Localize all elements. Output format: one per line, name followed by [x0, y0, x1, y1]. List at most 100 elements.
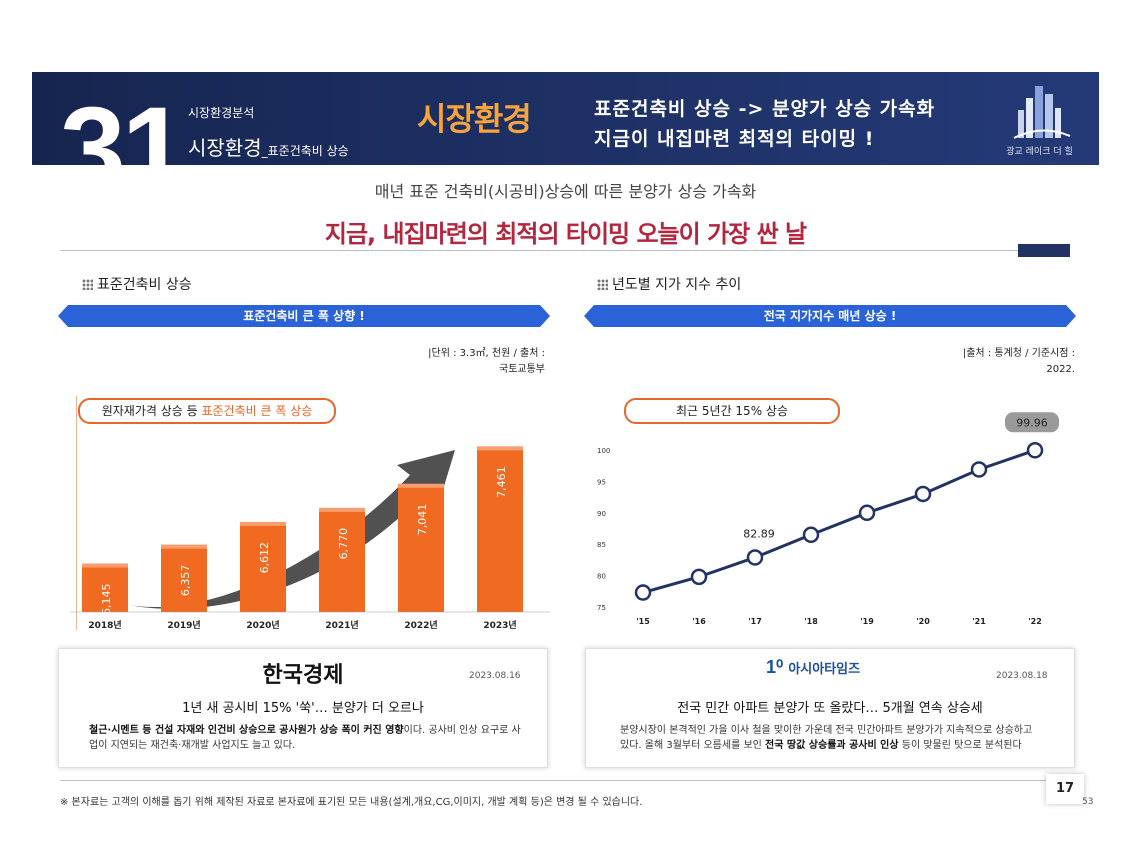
- bar-value-label: 6,770: [337, 528, 350, 560]
- bar-highlight: [398, 483, 444, 488]
- left-note-line-2: 국토교통부: [499, 364, 545, 375]
- bar-highlight: [240, 521, 286, 526]
- right-note-line-1: |출처 : 통계청 / 기준시점 :: [962, 348, 1075, 359]
- left-section-title: 표준건축비 상승: [82, 274, 192, 294]
- right-note: |출처 : 통계청 / 기준시점 : 2022.: [830, 346, 1075, 378]
- bar: [82, 563, 128, 612]
- bar-highlight: [82, 563, 128, 568]
- right-ribbon: 전국 지가지수 매년 상승 !: [584, 305, 1076, 327]
- left-ribbon: 표준건축비 큰 폭 상향 !: [58, 305, 550, 327]
- x-tick-label: 2019년: [167, 619, 200, 631]
- news-source-left: 한국경제: [262, 662, 344, 688]
- y-tick-label: 85: [597, 541, 606, 549]
- left-callout-highlight: 표준건축비 큰 폭 상승: [201, 404, 313, 418]
- left-note: |단위 : 3.3㎡, 천원 / 출처 : 국토교통부: [300, 346, 545, 378]
- news-body-right-line-2c: 등이 맞물린 탓으로 분석된다: [898, 740, 1022, 751]
- grid-dots-icon: [82, 279, 93, 290]
- trend-arrow: [128, 450, 455, 609]
- section-subtitle: 시장환경_표준건축비 상승: [188, 132, 349, 161]
- header-headline-1: 표준건축비 상승 -> 분양가 상승 가속화: [594, 98, 936, 120]
- data-point: [858, 504, 876, 522]
- x-tick-label: 2021년: [325, 619, 358, 631]
- x-tick-label: '19: [860, 617, 874, 626]
- line-chart: 75 80 85 90 95 100 '15 '16 '17 '18 '19 '20 '21 '22 82.…: [597, 412, 1059, 626]
- news-card-left: 한국경제 2023.08.16 1년 새 공시비 15% '쑥'… 분양가 더 …: [58, 648, 548, 768]
- data-point: [914, 485, 932, 503]
- grid-dots-icon: [597, 279, 608, 290]
- right-note-line-2: 2022.: [1046, 364, 1075, 375]
- data-point: [634, 584, 652, 601]
- section-category: 시장환경분석: [188, 106, 255, 120]
- logo: 광교 레이크 더 힐: [980, 72, 1099, 165]
- annotation-bubble: [1005, 412, 1059, 433]
- x-tick-label: '16: [692, 617, 706, 626]
- x-tick-label: '20: [916, 617, 930, 626]
- right-callout-pill: 최근 5년간 15% 상승: [624, 398, 840, 424]
- left-section-title-text: 표준건축비 상승: [97, 277, 192, 293]
- bar-chart: 6,145 2018년 6,357 2019년 6,612 2020년 6,770 2021년…: [70, 446, 550, 631]
- news-body-right-line-2a: 있다. 올해 3월부터 오름세를 보인: [620, 740, 766, 751]
- bar: [240, 521, 286, 612]
- bar-value-label: 6,612: [258, 542, 271, 574]
- data-point: [690, 568, 708, 586]
- x-tick-label: 2022년: [404, 619, 437, 631]
- footer-note: ※ 본자료는 고객의 이해를 돕기 위해 제작된 자료로 본자료에 표기된 모든…: [60, 797, 643, 808]
- bar-value-label: 7,461: [495, 466, 508, 498]
- news-body-right: 분양시장이 본격적인 가을 이사 철을 맞이한 가운데 전국 민간아파트 분양가…: [620, 723, 1060, 753]
- data-point: [970, 461, 988, 478]
- header-headline-2: 지금이 내집마련 최적의 타이밍 !: [594, 128, 875, 150]
- bar: [477, 446, 523, 612]
- news-source-right: 아시아타임즈: [788, 662, 861, 677]
- divider-accent: [1018, 244, 1070, 257]
- news-date-left: 2023.08.16: [469, 671, 521, 681]
- y-tick-label: 100: [597, 447, 610, 455]
- page-title: 지금, 내집마련의 최적의 타이밍 오늘이 가장 싼 날: [324, 220, 807, 248]
- section-main-label: 시장환경: [417, 100, 532, 138]
- divider: [60, 250, 1070, 251]
- data-point: [1026, 442, 1044, 459]
- x-tick-label: 2023년: [483, 619, 516, 631]
- bar: [398, 483, 444, 612]
- y-tick-label: 95: [597, 478, 606, 486]
- header-band: 31 시장환경분석 시장환경_표준건축비 상승 시장환경 표준건축비 상승 ->…: [32, 72, 1099, 165]
- bar-value-label: 6,357: [179, 565, 192, 597]
- bar-highlight: [161, 544, 207, 549]
- news-body-left-rest: 이다. 공사비 인상 요구로 사업이 지연되는 재건축·재개발 사업지도 늘고 …: [89, 725, 521, 751]
- bar-highlight: [319, 507, 365, 512]
- y-tick-label: 80: [597, 573, 606, 581]
- right-section-title-text: 년도별 지가 지수 추이: [612, 277, 742, 293]
- section-number: 31: [60, 83, 187, 165]
- right-section-title: 년도별 지가 지수 추이: [597, 274, 741, 294]
- news-source-right-logo: 1⁰ 아시아타임즈: [766, 657, 906, 679]
- news-date-right: 2023.08.18: [996, 671, 1048, 681]
- building-logo-icon: [1013, 86, 1071, 139]
- x-tick-label: '18: [804, 617, 818, 626]
- annotation-label: 82.89: [743, 527, 775, 540]
- news-body-right-line-1: 분양시장이 본격적인 가을 이사 철을 맞이한 가운데 전국 민간아파트 분양가…: [620, 725, 1033, 736]
- news-headline-right: 전국 민간 아파트 분양가 또 올랐다… 5개월 연속 상승세: [677, 701, 983, 716]
- left-note-line-1: |단위 : 3.3㎡, 천원 / 출처 :: [428, 348, 545, 359]
- data-point: [802, 526, 820, 544]
- x-tick-label: '15: [636, 617, 650, 626]
- bar: [319, 507, 365, 612]
- page-number-tail: 53: [1082, 797, 1094, 807]
- data-point: [746, 549, 764, 566]
- news-body-left-bold: 철근·시멘트 등 건설 자재와 인건비 상승으로 공사원가 상승 폭이 커진 영…: [89, 725, 404, 736]
- x-tick-label: 2018년: [88, 619, 121, 631]
- logo-text: 광교 레이크 더 힐: [1006, 147, 1073, 157]
- page-subtitle: 매년 표준 건축비(시공비)상승에 따른 분양가 상승 가속화: [374, 182, 757, 201]
- footer-divider: [60, 780, 1070, 781]
- y-tick-label: 75: [597, 604, 606, 612]
- x-tick-label: '21: [972, 617, 986, 626]
- left-axis-line: [76, 396, 77, 630]
- y-tick-label: 90: [597, 510, 606, 518]
- bar-highlight: [477, 446, 523, 451]
- page-number: 17: [1046, 774, 1084, 804]
- news-body-left: 철근·시멘트 등 건설 자재와 인건비 상승으로 공사원가 상승 폭이 커진 영…: [89, 723, 529, 753]
- section-subtitle-main: 시장환경: [188, 136, 262, 160]
- news-body-right-bold: 전국 땅값 상승률과 공사비 인상: [765, 740, 899, 751]
- x-tick-label: '17: [748, 617, 762, 626]
- left-callout-text: 원자재가격 상승 등: [101, 404, 202, 418]
- news-headline-left: 1년 새 공시비 15% '쑥'… 분양가 더 오르나: [182, 701, 424, 716]
- series-line: [642, 448, 1036, 595]
